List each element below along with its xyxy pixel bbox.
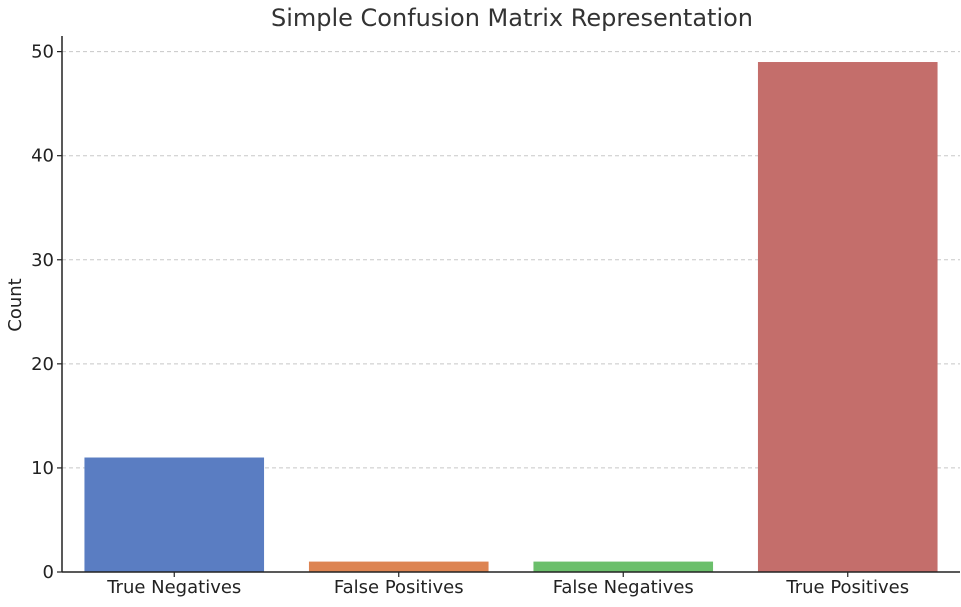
y-tick-label-3: 30 xyxy=(31,250,54,271)
x-tick-label-3: True Positives xyxy=(785,577,909,598)
x-tick-label-0: True Negatives xyxy=(106,577,241,598)
axes xyxy=(61,36,960,573)
bar-false-negatives xyxy=(533,561,714,572)
chart-title: Simple Confusion Matrix Representation xyxy=(271,4,753,32)
y-tick-label-4: 40 xyxy=(31,146,54,167)
x-ticks: True Negatives False Positives False Negat… xyxy=(106,572,909,598)
y-ticks: 0 10 20 30 40 50 xyxy=(31,42,62,583)
bar-true-negatives xyxy=(84,457,265,572)
bar-true-positives xyxy=(757,62,938,573)
y-axis-label: Count xyxy=(5,278,26,331)
bar-false-positives xyxy=(308,561,489,572)
y-tick-label-2: 20 xyxy=(31,354,54,375)
x-tick-label-2: False Negatives xyxy=(553,577,694,598)
x-tick-label-1: False Positives xyxy=(334,577,464,598)
y-tick-label-1: 10 xyxy=(31,458,54,479)
bars xyxy=(84,62,938,573)
y-tick-label-0: 0 xyxy=(43,562,54,583)
y-tick-label-5: 50 xyxy=(31,42,54,63)
